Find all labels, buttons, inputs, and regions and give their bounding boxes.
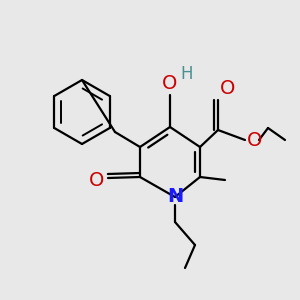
Text: O: O [247, 130, 262, 149]
Text: H: H [180, 65, 193, 83]
Text: O: O [220, 79, 236, 98]
Text: N: N [167, 188, 183, 206]
Text: O: O [162, 74, 178, 93]
Text: O: O [88, 170, 104, 190]
